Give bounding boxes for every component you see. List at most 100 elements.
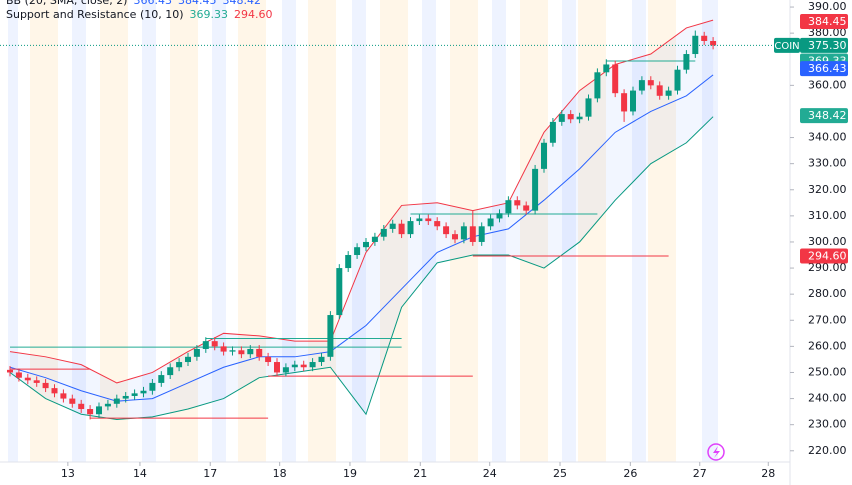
price-badge [800, 14, 848, 30]
y-tick-label: 270.00 [808, 313, 847, 326]
candle-body [256, 348, 263, 357]
candle-body [104, 403, 111, 407]
candle-body [567, 114, 574, 120]
candle-body [701, 35, 708, 41]
price-badge [800, 37, 848, 53]
y-tick-label: 230.00 [808, 418, 847, 431]
candle-body [549, 121, 556, 143]
candle-body [238, 350, 245, 355]
candle-body [576, 116, 583, 120]
candle-body [656, 85, 663, 96]
candle-body [425, 218, 432, 222]
y-tick-label: 390.00 [808, 0, 847, 13]
price-badge-label: 366.43 [808, 62, 847, 75]
candle-body [487, 218, 494, 227]
candle-body [594, 72, 601, 99]
candle-body [532, 168, 539, 211]
candle-body [33, 380, 40, 383]
candle-body [318, 356, 325, 363]
candle-body [460, 226, 467, 240]
price-badge-label: 375.30 [808, 39, 847, 52]
x-tick-label: 13 [61, 467, 75, 480]
x-tick-label: 17 [203, 467, 217, 480]
candle-body [585, 98, 592, 117]
legend-value: 294.60 [234, 8, 273, 21]
band-line [9, 74, 714, 402]
candle-body [558, 114, 565, 122]
candle-body [478, 226, 485, 242]
legend-value: 369.33 [190, 8, 229, 21]
price-badge-label: 294.60 [808, 250, 847, 263]
candle-body [220, 346, 227, 352]
x-tick-label: 21 [413, 467, 427, 480]
candle-body [149, 382, 156, 391]
candle-body [167, 367, 174, 376]
candle-body [612, 64, 619, 94]
candle-body [291, 364, 298, 368]
candle-body [309, 362, 316, 368]
y-tick-label: 300.00 [808, 235, 847, 248]
x-tick-label: 24 [483, 467, 497, 480]
candle-body [407, 221, 414, 235]
price-badge [800, 108, 848, 124]
x-tick-label: 27 [693, 467, 707, 480]
candle-body [113, 398, 120, 404]
y-tick-label: 250.00 [808, 365, 847, 378]
candle-body [665, 90, 672, 96]
legend-name: BB (20, SMA, close, 2) [6, 0, 127, 7]
candle-body [541, 142, 547, 169]
y-tick-label: 280.00 [808, 287, 847, 300]
candle-body [60, 393, 67, 399]
candle-body [69, 398, 76, 404]
x-tick-label: 19 [343, 467, 357, 480]
candle-body [380, 228, 387, 237]
candle-body [176, 362, 183, 368]
candle-body [496, 213, 503, 219]
band-fill [10, 20, 714, 420]
candle-body [683, 54, 690, 70]
candle-body [158, 375, 165, 383]
legend-entry: Support and Resistance (10, 10) 369.33 294… [6, 8, 273, 21]
x-tick-label: 18 [273, 467, 287, 480]
candle-body [202, 341, 209, 349]
candle-body [247, 348, 254, 355]
y-tick-label: 330.00 [808, 157, 847, 170]
x-tick-label: 26 [623, 467, 637, 480]
candle-body [345, 255, 352, 269]
candle-body [354, 247, 361, 256]
candle-body [229, 350, 236, 352]
candle-body [389, 223, 396, 229]
legend-value: 366.43 [133, 0, 172, 7]
candle-body [638, 80, 645, 91]
y-tick-label: 240.00 [808, 392, 847, 405]
legend-entry: BB (20, SMA, close, 2) 366.43 384.45 348.42 [6, 0, 261, 7]
y-tick-label: 220.00 [808, 444, 847, 457]
x-tick-label: 25 [553, 467, 567, 480]
candle-body [416, 218, 423, 222]
session-stripes [8, 0, 718, 462]
candle-body [282, 367, 289, 373]
y-tick-label: 260.00 [808, 339, 847, 352]
candle-body [24, 377, 31, 381]
y-tick-label: 320.00 [808, 183, 847, 196]
candle-body [265, 356, 272, 363]
price-badge [800, 248, 848, 264]
candle-body [398, 223, 405, 235]
candle-body [514, 200, 521, 206]
candle-body [42, 382, 49, 389]
candle-body [523, 205, 530, 211]
candle-body [193, 348, 200, 357]
candle-body [96, 406, 102, 415]
y-tick-label: 290.00 [808, 261, 847, 274]
candle-body [51, 388, 58, 394]
candle-body [300, 364, 307, 368]
candle-body [78, 403, 85, 410]
legend-value: 384.45 [178, 0, 217, 7]
symbol-label: COIN [774, 41, 799, 52]
candle-body [710, 40, 717, 46]
band-line [9, 19, 714, 384]
candle-body [327, 315, 334, 357]
legend-name: Support and Resistance (10, 10) [6, 8, 184, 21]
candle-body [15, 372, 22, 378]
